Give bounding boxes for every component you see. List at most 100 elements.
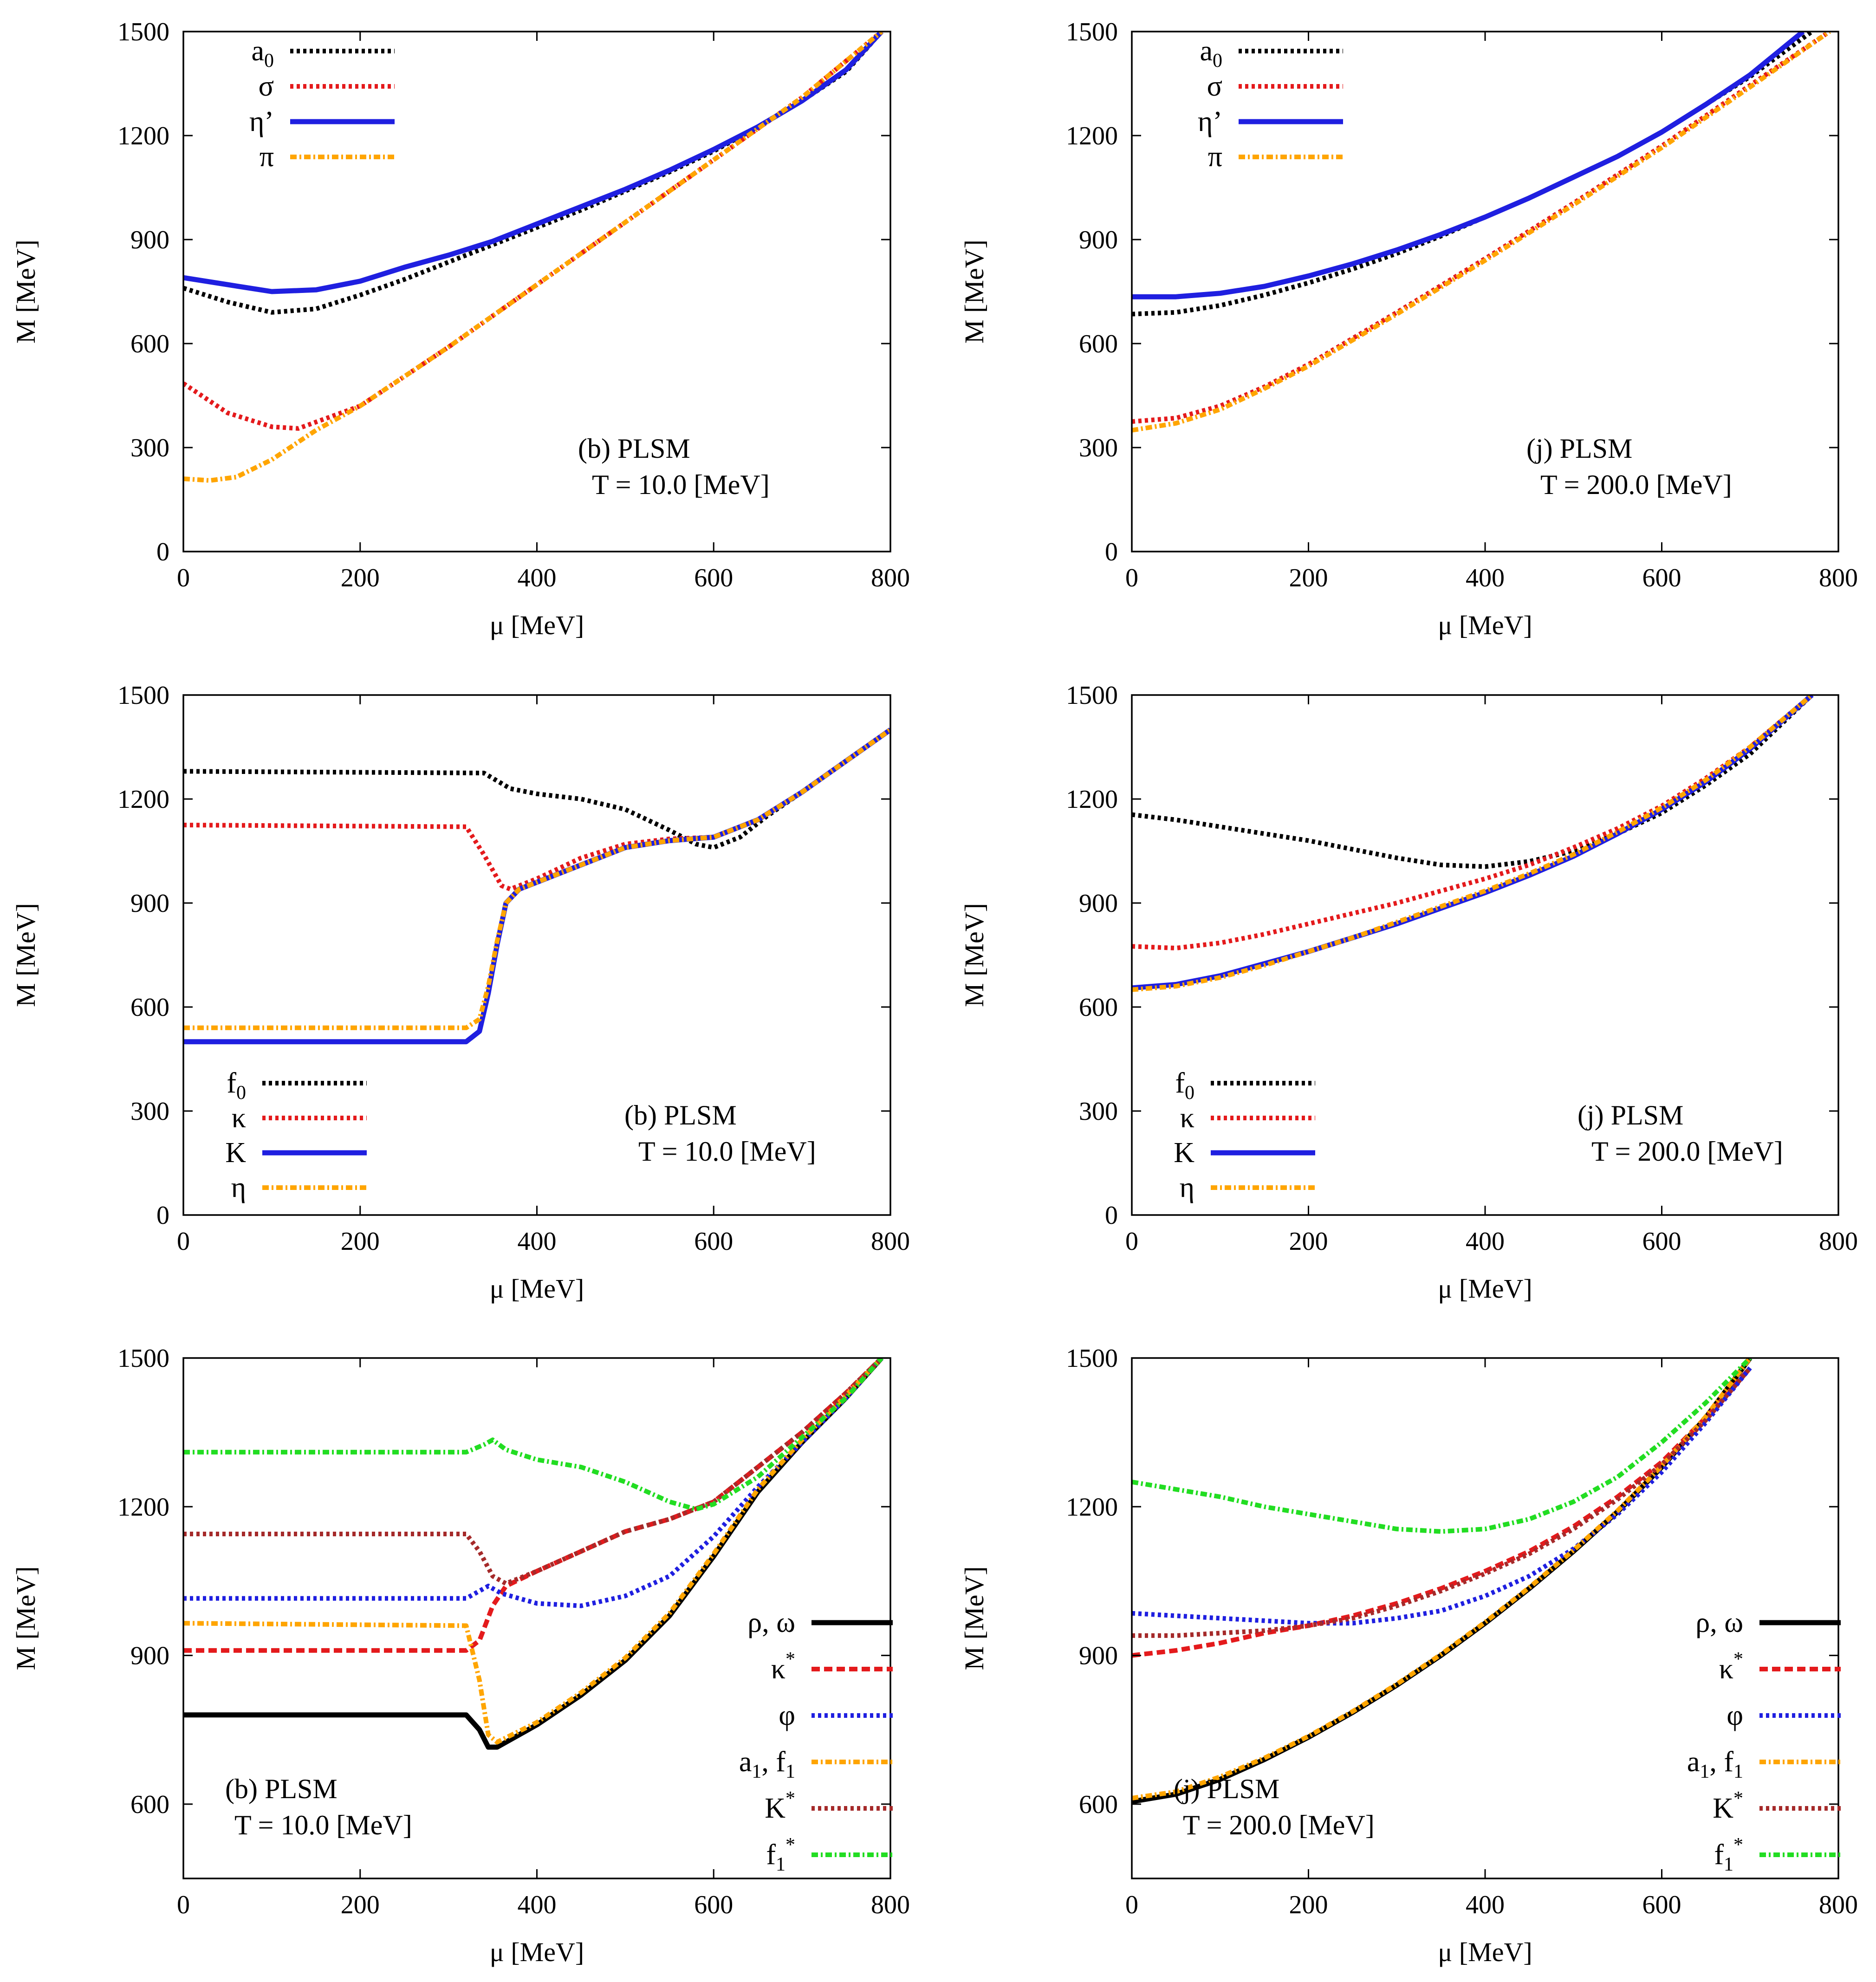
series-line-0 [1132, 695, 1814, 869]
series-line-1 [1132, 695, 1814, 951]
legend-label: f1* [766, 1834, 795, 1875]
x-tick-label: 600 [694, 1891, 733, 1919]
legend-entry: a0 [1200, 35, 1343, 71]
y-tick-label: 1500 [117, 1344, 169, 1373]
y-tick-label: 1200 [1066, 785, 1118, 814]
panel-annotation-line: (b) PLSM [624, 1100, 737, 1131]
chart-panel-bottom-right: 0 200 400 600 800 600 900 1200 1500 μ [MeV] M [MeV… [959, 1344, 1858, 1967]
x-tick-label: 800 [1819, 564, 1858, 592]
panel-annotation-line: T = 10.0 [MeV] [592, 469, 770, 500]
x-tick-label: 200 [341, 1891, 380, 1919]
legend-entry: π [260, 141, 395, 173]
y-axis-label: M [MeV] [11, 903, 41, 1007]
y-tick-label: 1200 [117, 1493, 169, 1521]
x-tick-label: 400 [518, 1227, 557, 1256]
y-tick-label: 300 [1079, 1097, 1118, 1126]
legend-entry: φ [779, 1700, 893, 1731]
legend-label: φ [779, 1700, 795, 1731]
series-line-0 [1132, 1358, 1753, 1804]
y-tick-label: 900 [1079, 889, 1118, 918]
legend-label: κ* [1719, 1649, 1743, 1685]
y-tick-label: 0 [1105, 538, 1118, 566]
x-tick-label: 400 [518, 1891, 557, 1919]
legend-label: η [1180, 1172, 1194, 1203]
legend-label: ρ, ω [747, 1607, 795, 1638]
legend-label: ρ, ω [1695, 1607, 1743, 1638]
panel-annotation-line: (j) PLSM [1526, 433, 1632, 464]
legend-entry: κ [1180, 1102, 1315, 1134]
y-tick-label: 600 [130, 330, 169, 358]
legend-label: K [225, 1137, 246, 1169]
panel-annotation-line: T = 200.0 [MeV] [1591, 1136, 1783, 1167]
legend-entry: σ [259, 71, 395, 102]
x-tick-label: 800 [1819, 1227, 1858, 1256]
y-tick-label: 1500 [1066, 18, 1118, 46]
legend-label: σ [259, 71, 274, 102]
y-axis-label: M [MeV] [959, 1566, 989, 1670]
legend-entry: ρ, ω [1695, 1607, 1841, 1638]
x-tick-label: 800 [871, 1227, 910, 1256]
x-tick-label: 800 [871, 564, 910, 592]
x-tick-label: 600 [1642, 1227, 1681, 1256]
x-tick-label: 200 [341, 1227, 380, 1256]
x-tick-label: 400 [1466, 1227, 1505, 1256]
y-axis-label: M [MeV] [11, 240, 41, 344]
x-tick-label: 200 [1289, 1227, 1328, 1256]
series-line-3 [1132, 32, 1831, 433]
series-line-1 [183, 32, 883, 431]
legend-entry: f0 [227, 1067, 367, 1104]
chart-panel-middle-left: 0 200 400 600 800 0 300 600 900 1200 1500 μ [MeV] M … [11, 681, 910, 1304]
legend-entry: κ* [771, 1649, 893, 1685]
y-tick-label: 1200 [117, 122, 169, 150]
y-tick-label: 600 [1079, 1790, 1118, 1819]
legend-label: κ [1180, 1102, 1194, 1134]
y-tick-label: 900 [1079, 1642, 1118, 1670]
x-tick-label: 600 [1642, 1891, 1681, 1919]
legend-entry: K [1174, 1137, 1315, 1169]
y-tick-label: 300 [130, 434, 169, 462]
x-tick-label: 0 [177, 1891, 190, 1919]
panel-annotation-line: (j) PLSM [1577, 1100, 1683, 1131]
panel-annotation-line: (b) PLSM [578, 433, 690, 464]
series-line-5 [183, 1358, 883, 1512]
series-line-0 [183, 1358, 884, 1750]
legend-entry: η [231, 1172, 367, 1203]
y-tick-label: 1200 [1066, 122, 1118, 150]
x-tick-label: 800 [871, 1891, 910, 1919]
x-axis-label: μ [MeV] [490, 1937, 584, 1967]
x-tick-label: 600 [1642, 564, 1681, 592]
y-tick-label: 1500 [117, 18, 169, 46]
panel-annotation-line: T = 200.0 [MeV] [1183, 1810, 1375, 1840]
series-line-4 [1132, 1366, 1752, 1638]
x-tick-label: 400 [1466, 564, 1505, 592]
x-tick-label: 0 [1125, 1891, 1138, 1919]
series-line-2 [1132, 695, 1814, 991]
legend-entry: κ* [1719, 1649, 1841, 1685]
series-line-0 [183, 728, 890, 850]
x-tick-label: 200 [1289, 1891, 1328, 1919]
legend-label: κ [232, 1102, 246, 1134]
y-tick-label: 300 [1079, 434, 1118, 462]
x-tick-label: 0 [1125, 1227, 1138, 1256]
legend-label: a0 [251, 35, 274, 71]
legend-label: a1, f1 [1687, 1746, 1743, 1782]
chart-panel-middle-right: 0 200 400 600 800 0 300 600 900 1200 1500 μ [MeV] M … [959, 681, 1858, 1304]
y-axis-label: M [MeV] [11, 1566, 41, 1670]
x-tick-label: 200 [1289, 564, 1328, 592]
x-tick-label: 0 [177, 1227, 190, 1256]
panel-annotation-line: T = 10.0 [MeV] [234, 1810, 412, 1840]
legend-label: η’ [1198, 106, 1222, 137]
y-axis-label: M [MeV] [959, 903, 989, 1007]
y-tick-label: 600 [130, 1790, 169, 1819]
y-tick-label: 0 [1105, 1201, 1118, 1230]
legend-entry: f1* [1714, 1834, 1841, 1875]
x-tick-label: 200 [341, 564, 380, 592]
legend-label: η [231, 1172, 246, 1203]
y-tick-label: 900 [130, 889, 169, 918]
panel-annotation-line: T = 200.0 [MeV] [1540, 469, 1732, 500]
legend-label: σ [1207, 71, 1222, 102]
legend-label: a0 [1200, 35, 1222, 71]
legend-label: K* [765, 1788, 795, 1824]
chart-panel-top-right: 0 200 400 600 800 0 300 600 900 1200 1500 μ [MeV] M … [959, 18, 1858, 640]
